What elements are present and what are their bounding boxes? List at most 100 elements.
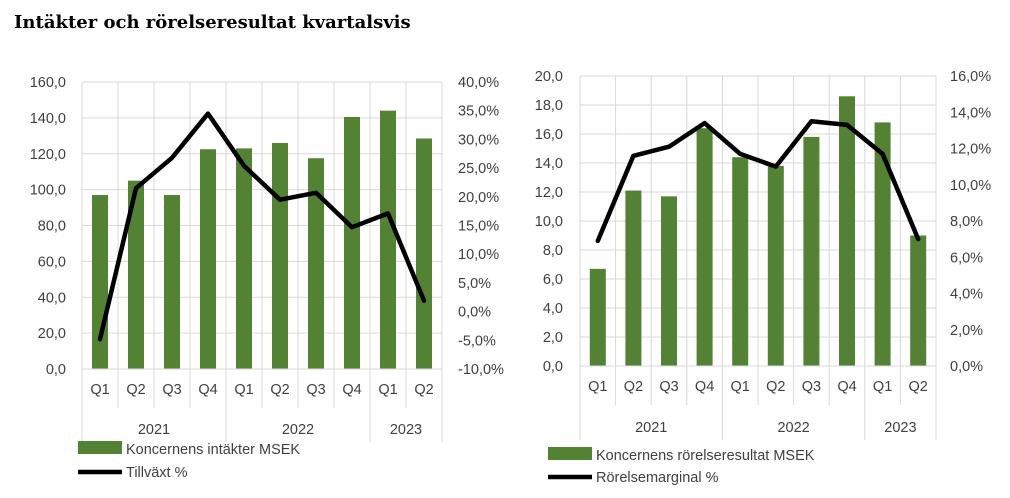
legend-bar-swatch (78, 441, 122, 454)
chart-1: 0,0 20,0 40,0 60,0 80,0 100,0 120,0 140,0 160,0 -… (30, 75, 504, 481)
y-right-tick-label: 0,0% (950, 359, 983, 375)
y-left-tick-label: 60,0 (38, 254, 66, 270)
y-left-tick-label: 2,0 (543, 330, 563, 346)
y-left-tick-label: 0,0 (46, 362, 66, 378)
y-right-tick-label: 12,0% (950, 142, 991, 158)
x-tick-label: Q2 (270, 382, 289, 398)
x-group-label: 2023 (884, 420, 916, 436)
y-right-tick-label: 14,0% (950, 105, 991, 121)
x-tick-label: Q2 (766, 379, 785, 395)
y-right-tick-label: -5,0% (458, 333, 496, 349)
legend: Koncernens intäkter MSEK Tillväxt % (78, 441, 300, 481)
x-tick-label: Q4 (837, 379, 856, 395)
y-left-tick-label: 12,0 (535, 185, 563, 201)
series-line (595, 119, 921, 244)
bar (589, 268, 606, 366)
x-group-label: 2022 (777, 420, 809, 436)
bar (128, 180, 144, 369)
y-left-tick-label: 18,0 (535, 98, 563, 114)
x-tick-label: Q1 (873, 379, 892, 395)
x-tick-label: Q1 (731, 379, 750, 395)
y-right-tick-label: 20,0% (458, 190, 499, 206)
x-tick-label: Q2 (414, 382, 433, 398)
bar (803, 136, 820, 366)
y-right-tick-label: 8,0% (950, 214, 983, 230)
x-tick-label: Q3 (802, 379, 821, 395)
legend-bar-swatch (548, 447, 592, 460)
y-right-tick-label: 40,0% (458, 75, 499, 91)
x-tick-label: Q4 (342, 382, 361, 398)
x-tick-label: Q1 (378, 382, 397, 398)
y-left-tick-label: 14,0 (535, 156, 563, 172)
bar (625, 190, 642, 366)
y-right-tick-label: 15,0% (458, 219, 499, 235)
x-group-label: 2021 (138, 422, 170, 438)
x-tick-label: Q2 (624, 379, 643, 395)
bar (236, 148, 252, 369)
bar (696, 128, 713, 366)
bar (767, 165, 784, 366)
y-right-tick-label: 30,0% (458, 132, 499, 148)
x-tick-label: Q3 (659, 379, 678, 395)
y-right-tick-label: 5,0% (458, 276, 491, 292)
x-tick-label: Q1 (90, 382, 109, 398)
x-tick-label: Q3 (162, 382, 181, 398)
bar (661, 196, 677, 366)
y-left-tick-label: 100,0 (30, 183, 66, 199)
x-group-label: 2021 (635, 420, 667, 436)
legend-line-label: Tillväxt % (126, 465, 188, 481)
y-left-tick-label: 8,0 (543, 243, 563, 259)
x-tick-label: Q1 (234, 382, 253, 398)
x-group-label: 2023 (390, 422, 422, 438)
x-group-label: 2022 (282, 422, 314, 438)
chart-2: 0,0 2,0 4,0 6,0 8,0 10,0 12,0 14,0 16,0 18,0 20,0 0… (535, 69, 991, 486)
x-tick-label: Q2 (909, 379, 928, 395)
y-left-tick-label: 0,0 (543, 359, 563, 375)
x-tick-label: Q2 (126, 382, 145, 398)
y-left-tick-label: 140,0 (30, 111, 66, 127)
bar (164, 195, 180, 369)
bar (416, 138, 432, 369)
bar (272, 142, 288, 369)
y-right-tick-label: 10,0% (950, 178, 991, 194)
legend-line-label: Rörelsemarginal % (596, 470, 719, 486)
y-right-tick-label: 35,0% (458, 104, 499, 120)
y-right-tick-label: 4,0% (950, 287, 983, 303)
y-right-tick-label: -10,0% (458, 362, 504, 378)
legend-bar-label: Koncernens intäkter MSEK (126, 442, 300, 458)
y-left-tick-label: 6,0 (543, 272, 563, 288)
y-left-tick-label: 20,0 (535, 69, 563, 85)
bar (380, 110, 396, 369)
y-right-tick-label: 16,0% (950, 69, 991, 85)
bar (732, 157, 749, 366)
bar (910, 235, 927, 366)
bar (92, 195, 108, 369)
y-left-tick-label: 16,0 (535, 127, 563, 143)
x-tick-label: Q1 (588, 379, 607, 395)
bar (344, 116, 360, 370)
x-tick-label: Q4 (695, 379, 714, 395)
page-title: Intäkter och rörelseresultat kvartalsvis (14, 12, 411, 33)
y-right-tick-label: 6,0% (950, 250, 983, 266)
y-right-tick-label: 10,0% (458, 247, 499, 263)
y-left-tick-label: 10,0 (535, 214, 563, 230)
y-left-tick-label: 80,0 (38, 219, 66, 235)
y-right-tick-label: 2,0% (950, 323, 983, 339)
y-right-tick-label: 0,0% (458, 305, 491, 321)
legend: Koncernens rörelseresultat MSEK Rörelsema… (548, 447, 815, 486)
y-left-tick-label: 4,0 (543, 301, 563, 317)
x-tick-label: Q3 (306, 382, 325, 398)
y-right-tick-label: 25,0% (458, 161, 499, 177)
bar (200, 149, 216, 369)
bar (839, 96, 855, 367)
series-line (97, 111, 427, 342)
y-left-tick-label: 120,0 (30, 147, 66, 163)
bar (308, 158, 324, 369)
legend-bar-label: Koncernens rörelseresultat MSEK (596, 448, 815, 464)
y-left-tick-label: 20,0 (38, 326, 66, 342)
y-left-tick-label: 160,0 (30, 75, 66, 91)
bar (874, 122, 891, 367)
x-tick-label: Q4 (198, 382, 217, 398)
y-left-tick-label: 40,0 (38, 290, 66, 306)
